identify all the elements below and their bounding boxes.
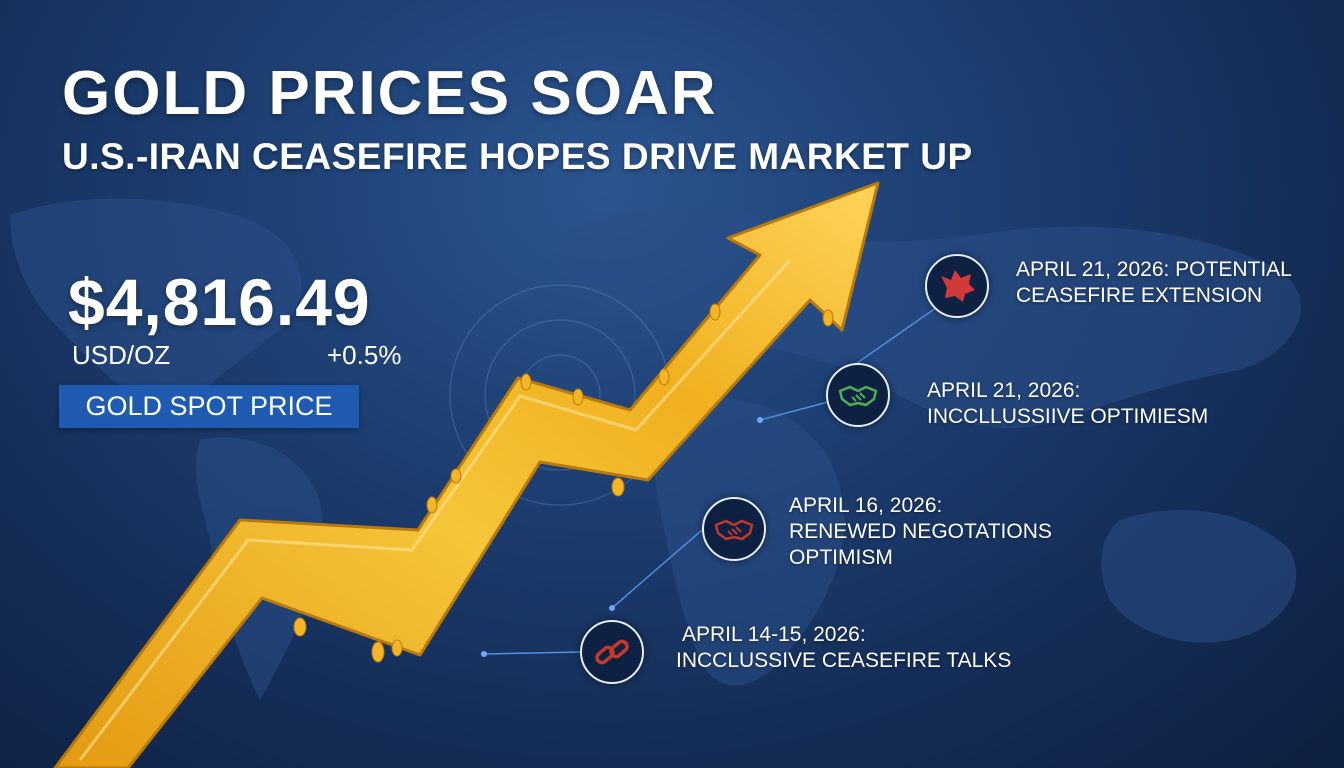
event-text-3: APRIL 16, 2026: RENEWED NEGOTATIONS OPTI… [789, 493, 1052, 571]
handshake-icon [702, 497, 766, 561]
handshake-icon [826, 363, 890, 427]
price-value: $4,816.49 [68, 265, 371, 339]
event-date: APRIL 21, 2026: POTENTIAL [1016, 258, 1292, 281]
event-text-1: APRIL 21, 2026: POTENTIAL CEASEFIRE EXTE… [1016, 257, 1292, 309]
event-text-2: APRIL 21, 2026: INCCLLUSSIIVE OPTIMIESM [927, 378, 1208, 430]
connector-lines [483, 304, 941, 655]
event-description: CEASEFIRE EXTENSION [1016, 284, 1263, 307]
price-unit: USD/OZ [72, 340, 171, 370]
event-description: INCCLUSSIVE CEASEFIRE TALKS [676, 649, 1012, 672]
event-description: RENEWED NEGOTATIONS [789, 520, 1052, 543]
price-change: +0.5% [327, 340, 402, 370]
event-date: APRIL 14-15, 2026: [682, 623, 866, 646]
event-description: INCCLLUSSIIVE OPTIMIESM [927, 405, 1209, 428]
chain-link-icon [580, 620, 644, 684]
event-date: APRIL 21, 2026: [927, 379, 1081, 402]
connector-dots [481, 417, 763, 657]
event-text-4: APRIL 14-15, 2026: INCCLUSSIVE CEASEFIRE… [676, 622, 1011, 674]
gold-arrow [53, 181, 880, 768]
gold-spot-price-label: GOLD SPOT PRICE [59, 385, 359, 428]
event-description-cont: OPTIMISM [789, 546, 893, 569]
page-subtitle: U.S.-IRAN CEASEFIRE HOPES DRIVE MARKET U… [62, 136, 973, 177]
page-title: GOLD PRICES SOAR [62, 59, 718, 128]
event-date: APRIL 16, 2026: [789, 494, 943, 517]
dove-icon [925, 254, 989, 318]
